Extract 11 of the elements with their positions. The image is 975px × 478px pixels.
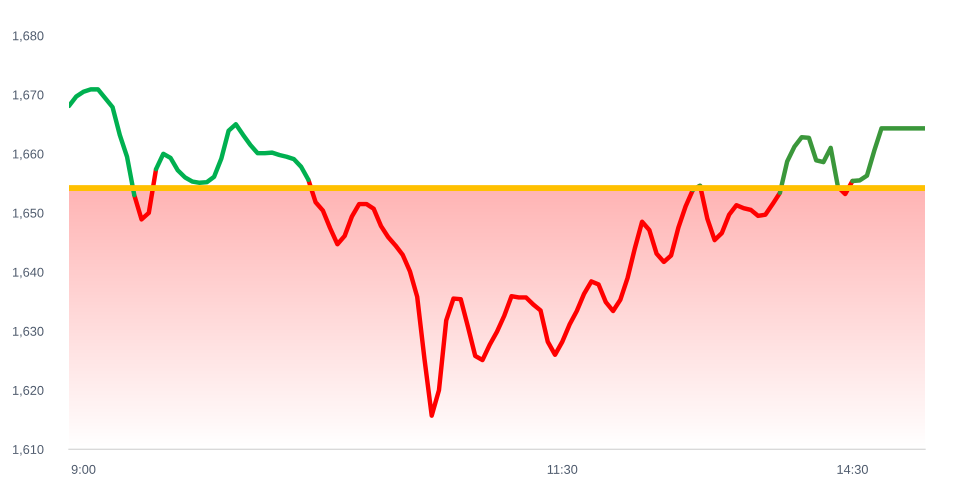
x-tick-label: 11:30 (548, 464, 578, 474)
y-tick-label: 1,670 (13, 90, 44, 101)
y-tick-label: 1,680 (13, 31, 44, 42)
y-tick-label: 1,660 (13, 150, 44, 160)
y-tick-label: 1,630 (13, 326, 44, 338)
y-tick-label: 1,650 (13, 208, 44, 220)
y-tick-label: 1,620 (13, 386, 44, 396)
y-tick-label: 1,640 (13, 268, 44, 278)
x-tick-label: 14:30 (837, 464, 868, 474)
x-tick-label: 9:00 (72, 464, 96, 474)
y-tick-label: 1,610 (13, 445, 44, 456)
